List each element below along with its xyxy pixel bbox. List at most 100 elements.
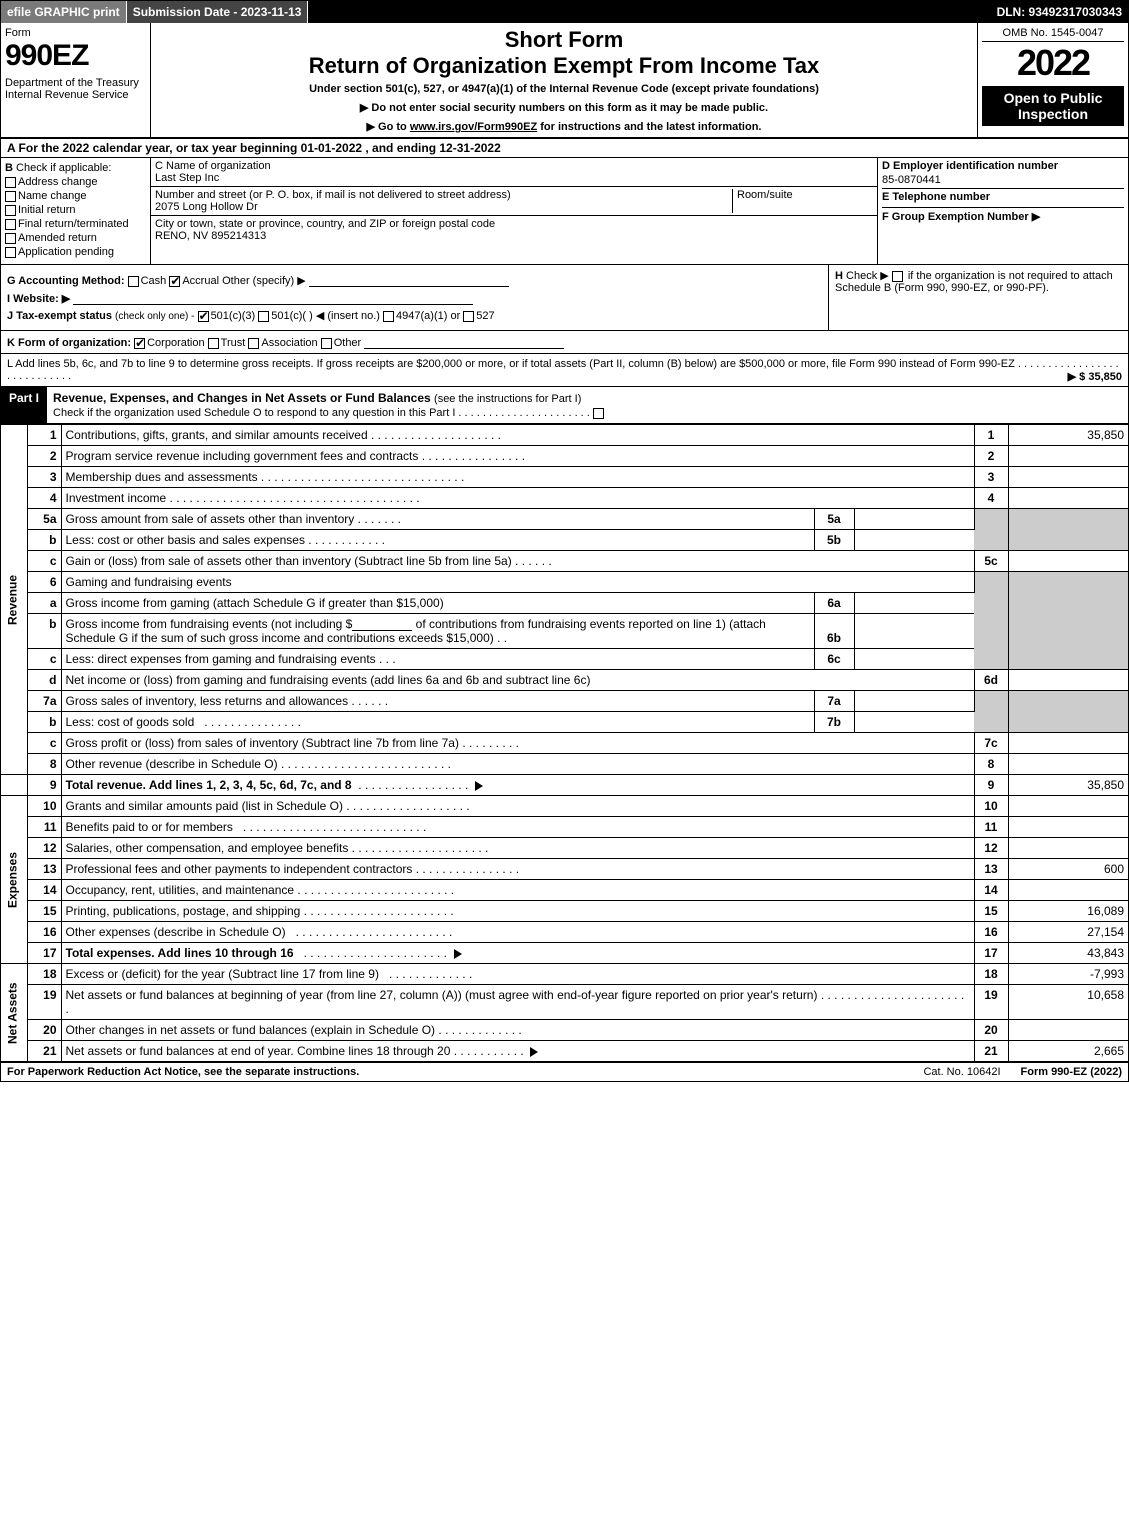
line-16-amount: 27,154	[1008, 922, 1128, 943]
table-row: 20Other changes in net assets or fund ba…	[1, 1020, 1128, 1041]
department-label: Department of the Treasury Internal Reve…	[5, 77, 146, 101]
table-row: 13Professional fees and other payments t…	[1, 859, 1128, 880]
part-1-tab: Part I	[1, 387, 47, 423]
line-19-amount: 10,658	[1008, 985, 1128, 1020]
tax-year: 2022	[982, 42, 1124, 84]
checkbox-4947[interactable]	[383, 311, 394, 322]
header-center: Short Form Return of Organization Exempt…	[151, 23, 978, 137]
line-18-amount: -7,993	[1008, 964, 1128, 985]
other-method-input[interactable]	[309, 273, 509, 287]
table-row: 12Salaries, other compensation, and empl…	[1, 838, 1128, 859]
table-row: 2Program service revenue including gover…	[1, 446, 1128, 467]
revenue-sidebar: Revenue	[1, 425, 27, 775]
checkbox-application-pending[interactable]: Application pending	[5, 246, 146, 258]
part-1-header: Part I Revenue, Expenses, and Changes in…	[1, 387, 1128, 424]
checkbox-501c[interactable]	[258, 311, 269, 322]
part-1-check-o: Check if the organization used Schedule …	[53, 407, 606, 419]
table-row: 5aGross amount from sale of assets other…	[1, 509, 1128, 530]
top-bar: efile GRAPHIC print Submission Date - 20…	[1, 1, 1128, 23]
table-row: cLess: direct expenses from gaming and f…	[1, 649, 1128, 670]
table-row: Revenue 1Contributions, gifts, grants, a…	[1, 425, 1128, 446]
org-name-value: Last Step Inc	[155, 172, 873, 184]
form-subtitle: Under section 501(c), 527, or 4947(a)(1)…	[155, 83, 973, 95]
checkbox-association[interactable]	[248, 338, 259, 349]
other-org-input[interactable]	[364, 335, 564, 349]
checkbox-schedule-o-part1[interactable]	[593, 408, 604, 419]
room-field: Room/suite	[733, 189, 873, 213]
header-right: OMB No. 1545-0047 2022 Open to Public In…	[978, 23, 1128, 137]
checkbox-cash[interactable]	[128, 276, 139, 287]
submission-date: Submission Date - 2023-11-13	[127, 1, 309, 23]
checkbox-final-return[interactable]: Final return/terminated	[5, 218, 146, 230]
section-d-e-f: D Employer identification number 85-0870…	[878, 158, 1128, 264]
website-input[interactable]	[73, 291, 473, 305]
org-name-label: C Name of organization	[155, 160, 873, 172]
section-g-i-j: G Accounting Method: Cash Accrual Other …	[1, 265, 828, 330]
line-15-amount: 16,089	[1008, 901, 1128, 922]
city-value: RENO, NV 895214313	[155, 230, 873, 242]
table-row: dNet income or (loss) from gaming and fu…	[1, 670, 1128, 691]
street-value: 2075 Long Hollow Dr	[155, 201, 732, 213]
table-row: 14Occupancy, rent, utilities, and mainte…	[1, 880, 1128, 901]
form-header: Form 990EZ Department of the Treasury In…	[1, 23, 1128, 139]
line-21-amount: 2,665	[1008, 1041, 1128, 1062]
table-row: 8Other revenue (describe in Schedule O) …	[1, 754, 1128, 775]
form-note-2: ▶ Go to www.irs.gov/Form990EZ for instru…	[155, 120, 973, 133]
table-row: 17Total expenses. Add lines 10 through 1…	[1, 943, 1128, 964]
line-13-amount: 600	[1008, 859, 1128, 880]
table-row: 21Net assets or fund balances at end of …	[1, 1041, 1128, 1062]
telephone-value	[882, 203, 1124, 208]
form-container: efile GRAPHIC print Submission Date - 20…	[0, 0, 1129, 1082]
section-c: C Name of organization Last Step Inc Num…	[151, 158, 878, 264]
footer-center: Cat. No. 10642I	[903, 1066, 1020, 1078]
efile-print-button[interactable]: efile GRAPHIC print	[1, 1, 127, 23]
checkbox-schedule-b[interactable]	[892, 271, 903, 282]
table-row: Expenses 10Grants and similar amounts pa…	[1, 796, 1128, 817]
table-row: bLess: cost of goods sold . . . . . . . …	[1, 712, 1128, 733]
section-b-label: B	[5, 162, 13, 174]
ein-label: D Employer identification number	[882, 160, 1124, 172]
checkbox-other-org[interactable]	[321, 338, 332, 349]
note2-suffix: for instructions and the latest informat…	[537, 121, 761, 133]
table-row: bGross income from fundraising events (n…	[1, 614, 1128, 649]
section-k: K Form of organization: Corporation Trus…	[1, 331, 1128, 354]
checkbox-accrual[interactable]	[169, 276, 180, 287]
page-footer: For Paperwork Reduction Act Notice, see …	[1, 1062, 1128, 1081]
checkbox-initial-return[interactable]: Initial return	[5, 204, 146, 216]
footer-right: Form 990-EZ (2022)	[1021, 1066, 1122, 1078]
gross-receipts-amount: 35,850	[1088, 371, 1122, 383]
table-row: cGain or (loss) from sale of assets othe…	[1, 551, 1128, 572]
table-row: 19Net assets or fund balances at beginni…	[1, 985, 1128, 1020]
checkbox-527[interactable]	[463, 311, 474, 322]
omb-number: OMB No. 1545-0047	[982, 27, 1124, 42]
table-row: Net Assets 18Excess or (deficit) for the…	[1, 964, 1128, 985]
header-left: Form 990EZ Department of the Treasury In…	[1, 23, 151, 137]
checkbox-amended-return[interactable]: Amended return	[5, 232, 146, 244]
expenses-sidebar: Expenses	[1, 796, 27, 964]
dln-label: DLN: 93492317030343	[991, 1, 1128, 23]
arrow-icon	[475, 781, 483, 791]
form-number: 990EZ	[5, 39, 146, 73]
note2-prefix: ▶ Go to	[367, 121, 410, 133]
line-6b-input[interactable]	[352, 617, 412, 631]
table-row: 11Benefits paid to or for members . . . …	[1, 817, 1128, 838]
checkbox-address-change[interactable]: Address change	[5, 176, 146, 188]
table-row: 3Membership dues and assessments . . . .…	[1, 467, 1128, 488]
section-h: H Check ▶ if the organization is not req…	[828, 265, 1128, 330]
checkbox-name-change[interactable]: Name change	[5, 190, 146, 202]
table-row: 15Printing, publications, postage, and s…	[1, 901, 1128, 922]
table-row: bLess: cost or other basis and sales exp…	[1, 530, 1128, 551]
ein-value: 85-0870441	[882, 172, 1124, 189]
table-row: cGross profit or (loss) from sales of in…	[1, 733, 1128, 754]
table-row: 16Other expenses (describe in Schedule O…	[1, 922, 1128, 943]
form-note-1: ▶ Do not enter social security numbers o…	[155, 101, 973, 114]
checkbox-501c3[interactable]	[198, 311, 209, 322]
footer-left: For Paperwork Reduction Act Notice, see …	[7, 1066, 903, 1078]
section-a: A For the 2022 calendar year, or tax yea…	[1, 139, 1128, 158]
irs-link[interactable]: www.irs.gov/Form990EZ	[410, 121, 537, 133]
checkbox-trust[interactable]	[208, 338, 219, 349]
group-exemption-label: F Group Exemption Number ▶	[882, 210, 1124, 223]
table-row: aGross income from gaming (attach Schedu…	[1, 593, 1128, 614]
checkbox-corporation[interactable]	[134, 338, 145, 349]
total-expenses-amount: 43,843	[1008, 943, 1128, 964]
